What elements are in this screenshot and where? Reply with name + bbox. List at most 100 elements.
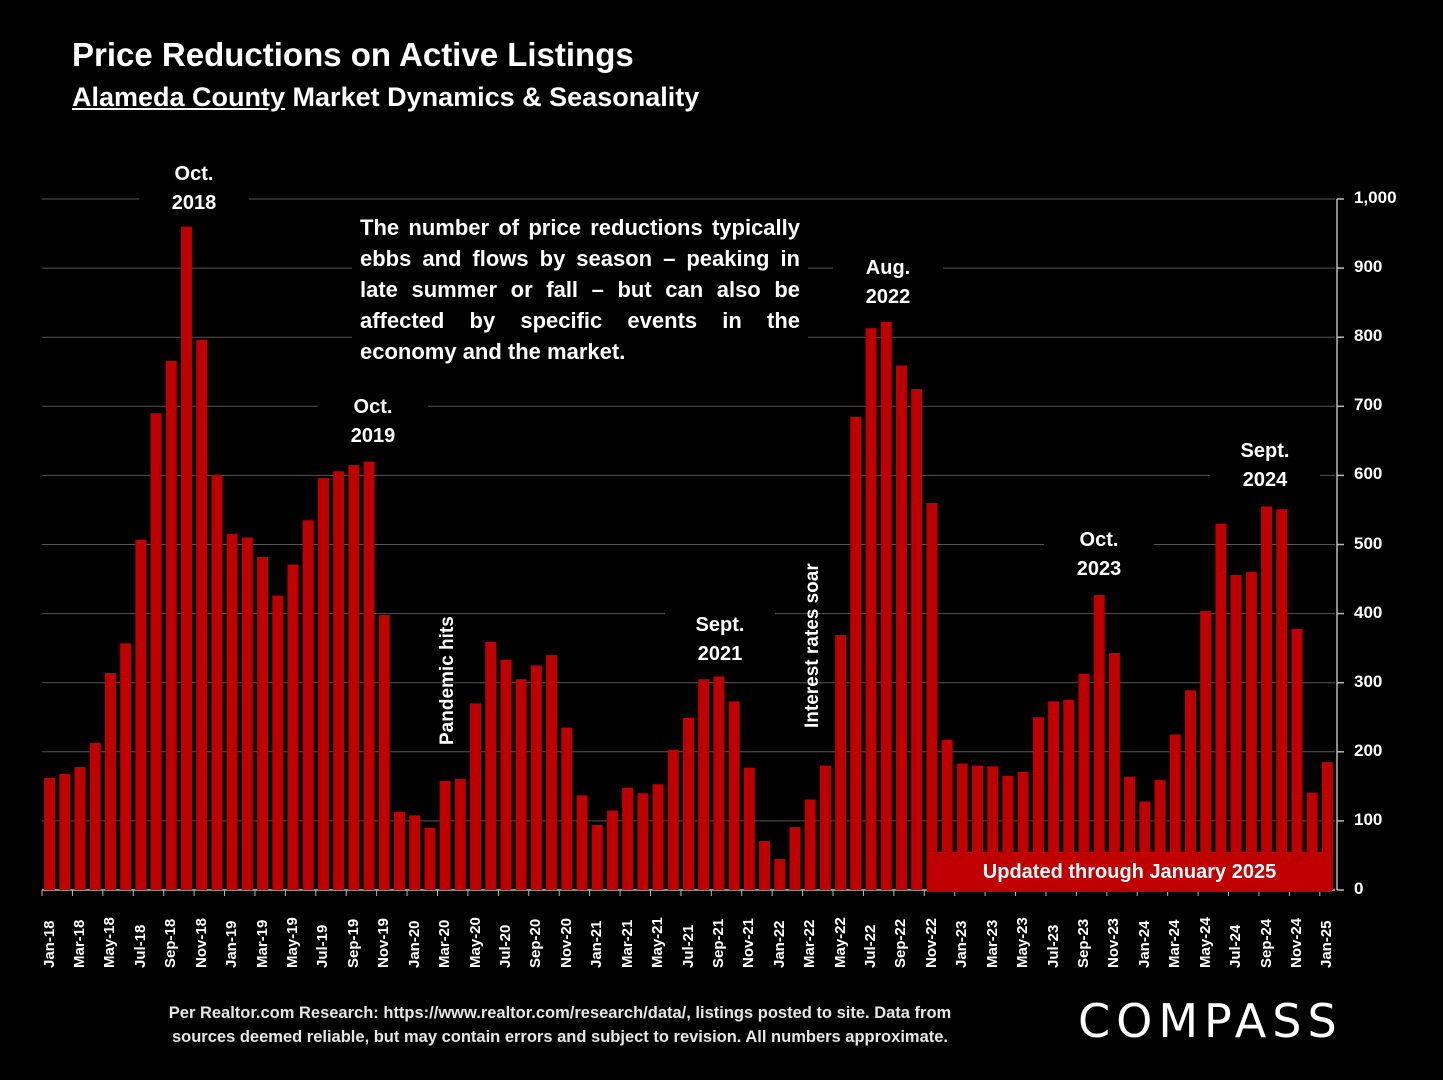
bar-Jun-21 bbox=[667, 749, 679, 890]
x-tick-label: Sep-19 bbox=[344, 918, 362, 968]
bar-May-24 bbox=[1200, 610, 1212, 890]
y-tick-label: 700 bbox=[1354, 395, 1383, 415]
bar-Jul-19 bbox=[317, 478, 329, 890]
bar-Oct-22 bbox=[911, 389, 923, 890]
bar-Jul-20 bbox=[500, 659, 512, 890]
bar-Nov-18 bbox=[196, 339, 208, 890]
bar-Jan-25 bbox=[1321, 762, 1333, 890]
y-tick-label: 300 bbox=[1354, 671, 1383, 691]
y-tick-label: 600 bbox=[1354, 464, 1383, 484]
x-tick-label: Jan-20 bbox=[405, 920, 423, 968]
bar-Feb-18 bbox=[59, 773, 71, 890]
bar-Mar-21 bbox=[622, 787, 634, 890]
bar-Apr-22 bbox=[819, 765, 831, 890]
bar-Aug-18 bbox=[150, 413, 162, 890]
bar-May-20 bbox=[470, 703, 482, 890]
x-tick-label: Jan-24 bbox=[1135, 920, 1153, 968]
pandemic-label: Pandemic hits bbox=[437, 616, 458, 745]
bar-Jan-18 bbox=[44, 778, 56, 890]
bar-Nov-22 bbox=[926, 503, 938, 890]
bar-Nov-19 bbox=[378, 614, 390, 890]
bar-May-19 bbox=[287, 564, 299, 890]
bar-Jul-18 bbox=[135, 539, 147, 890]
x-tick-label: Nov-21 bbox=[740, 917, 758, 968]
y-tick-label: 100 bbox=[1354, 809, 1383, 829]
bar-May-21 bbox=[652, 784, 664, 890]
bar-Nov-20 bbox=[561, 727, 573, 890]
bar-Dec-23 bbox=[1124, 776, 1136, 890]
bar-Feb-22 bbox=[789, 827, 801, 890]
bar-May-18 bbox=[104, 673, 116, 890]
bar-Feb-20 bbox=[424, 827, 436, 890]
update-banner: Updated through January 2025 bbox=[927, 852, 1332, 892]
x-tick-label: May-19 bbox=[283, 917, 301, 968]
bar-Oct-18 bbox=[181, 226, 192, 890]
bar-Nov-23 bbox=[1108, 652, 1120, 890]
x-tick-label: Mar-22 bbox=[801, 919, 819, 968]
y-tick-label: 200 bbox=[1354, 740, 1383, 760]
x-tick-label: Sep-24 bbox=[1257, 918, 1275, 968]
bar-Dec-19 bbox=[394, 811, 405, 890]
bar-Oct-24 bbox=[1276, 509, 1288, 890]
x-tick-label: Jan-23 bbox=[953, 920, 971, 968]
bar-Sep-20 bbox=[530, 665, 542, 890]
x-tick-label: May-20 bbox=[466, 917, 484, 968]
bar-Jun-24 bbox=[1215, 523, 1227, 890]
bar-Mar-24 bbox=[1169, 734, 1181, 890]
y-tick-label: 400 bbox=[1354, 602, 1383, 622]
source-footnote: Per Realtor.com Research: https://www.re… bbox=[120, 1001, 1000, 1049]
bar-Apr-23 bbox=[1002, 775, 1014, 890]
bar-Nov-24 bbox=[1291, 628, 1303, 890]
bar-Nov-21 bbox=[743, 767, 755, 890]
bar-Mar-22 bbox=[804, 799, 816, 890]
x-tick-label: Jul-24 bbox=[1227, 924, 1245, 968]
bar-Dec-20 bbox=[576, 795, 588, 890]
x-tick-label: Jul-23 bbox=[1044, 924, 1062, 968]
x-tick-label: Jul-18 bbox=[131, 924, 149, 968]
bar-May-22 bbox=[835, 635, 847, 890]
footnote-line1: Per Realtor.com Research: https://www.re… bbox=[168, 1004, 952, 1022]
bar-Jan-21 bbox=[591, 825, 603, 890]
x-tick-label: Mar-23 bbox=[983, 919, 1001, 968]
y-tick-label: 1,000 bbox=[1354, 188, 1397, 207]
x-tick-label: Jul-19 bbox=[314, 924, 332, 968]
bar-May-23 bbox=[1017, 771, 1029, 890]
y-tick-label: 0 bbox=[1354, 879, 1364, 898]
bar-Aug-24 bbox=[1245, 572, 1257, 890]
bar-Apr-21 bbox=[637, 793, 649, 890]
x-tick-label: May-21 bbox=[649, 917, 667, 968]
x-tick-label: May-24 bbox=[1196, 917, 1214, 968]
x-tick-label: Mar-18 bbox=[71, 919, 89, 968]
x-tick-label: Mar-20 bbox=[436, 919, 454, 968]
bar-Dec-22 bbox=[941, 740, 953, 890]
x-tick-label: Nov-19 bbox=[375, 917, 393, 968]
peak-label-oct-2018: Oct. 2018 bbox=[139, 160, 249, 218]
seasonality-annotation: The number of price reductions typically… bbox=[352, 212, 808, 367]
x-tick-label: Nov-24 bbox=[1287, 917, 1305, 968]
bar-Oct-19 bbox=[363, 461, 375, 890]
x-tick-label: Mar-21 bbox=[618, 919, 636, 968]
x-tick-label: Sep-18 bbox=[162, 918, 180, 968]
y-tick-label: 500 bbox=[1354, 533, 1383, 553]
x-tick-label: Jan-22 bbox=[770, 920, 788, 968]
bar-Sep-19 bbox=[348, 465, 360, 890]
peak-label-aug-2022: Aug. 2022 bbox=[833, 254, 943, 312]
chart-title: Price Reductions on Active Listings bbox=[72, 36, 634, 73]
bar-Sep-24 bbox=[1261, 506, 1273, 890]
x-tick-label: Sep-20 bbox=[527, 918, 545, 968]
bar-Mar-19 bbox=[257, 556, 269, 890]
bar-Dec-18 bbox=[211, 474, 223, 890]
interest-rates-label: Interest rates soar bbox=[802, 563, 823, 728]
bar-Jul-24 bbox=[1230, 574, 1242, 890]
bar-Apr-18 bbox=[89, 742, 101, 890]
bar-Jan-20 bbox=[409, 815, 421, 890]
bar-Jul-23 bbox=[1048, 701, 1060, 890]
x-tick-label: Mar-19 bbox=[253, 919, 271, 968]
bar-Aug-21 bbox=[698, 679, 710, 890]
peak-label-oct-2019: Oct. 2019 bbox=[318, 393, 428, 451]
x-tick-label: Sep-23 bbox=[1075, 918, 1092, 968]
bar-Dec-21 bbox=[759, 840, 771, 890]
x-tick-label: Jan-21 bbox=[588, 920, 606, 968]
bar-Aug-22 bbox=[880, 321, 892, 890]
y-tick-label: 900 bbox=[1354, 257, 1383, 277]
